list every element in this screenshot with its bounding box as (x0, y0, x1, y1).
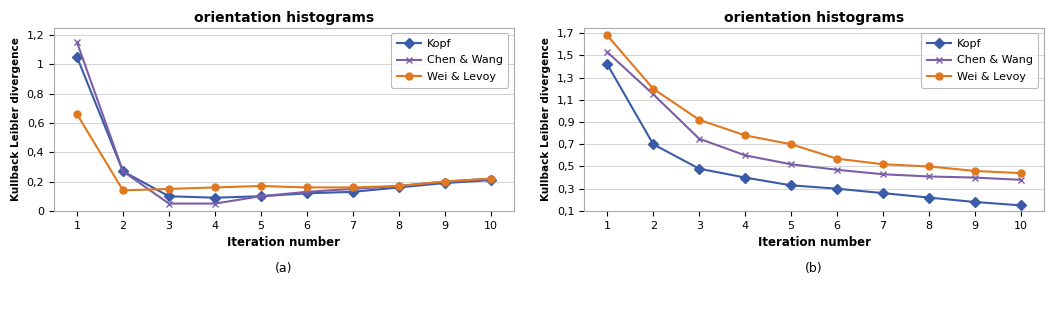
Title: orientation histograms: orientation histograms (194, 11, 373, 25)
Wei & Levoy (1015, 171, 1028, 175)
Y-axis label: Kullback Leibler divergence: Kullback Leibler divergence (12, 37, 21, 201)
Chen & Wang (254, 194, 267, 198)
Chen & Wang (923, 174, 936, 178)
Kopf (346, 190, 359, 194)
Line: Wei & Levoy: Wei & Levoy (603, 32, 1024, 177)
Wei & Levoy (877, 162, 889, 166)
Chen & Wang (1015, 178, 1028, 182)
Chen & Wang (209, 202, 222, 205)
Kopf (484, 178, 497, 182)
Line: Chen & Wang: Chen & Wang (603, 49, 1024, 183)
Wei & Levoy (738, 133, 751, 137)
Line: Kopf: Kopf (603, 61, 1024, 209)
Wei & Levoy (647, 87, 659, 91)
Chen & Wang (438, 180, 450, 183)
Wei & Levoy (301, 186, 313, 189)
Chen & Wang (738, 154, 751, 157)
Chen & Wang (117, 169, 130, 173)
Wei & Levoy (830, 157, 843, 161)
Kopf (785, 183, 798, 187)
Kopf (601, 62, 614, 66)
Kopf (968, 200, 981, 204)
Wei & Levoy (785, 142, 798, 146)
Wei & Levoy (438, 180, 450, 183)
Text: (b): (b) (805, 262, 823, 275)
Wei & Levoy (693, 118, 706, 122)
Kopf (438, 181, 450, 185)
Wei & Levoy (601, 34, 614, 37)
Kopf (693, 167, 706, 171)
Kopf (254, 194, 267, 198)
Wei & Levoy (209, 186, 222, 189)
Chen & Wang (392, 184, 405, 188)
Chen & Wang (484, 177, 497, 180)
Chen & Wang (162, 202, 175, 205)
Chen & Wang (301, 190, 313, 194)
Chen & Wang (693, 137, 706, 140)
Kopf (877, 191, 889, 195)
Wei & Levoy (484, 177, 497, 180)
Y-axis label: Kullback Leibler divergence: Kullback Leibler divergence (541, 37, 552, 201)
Kopf (1015, 204, 1028, 207)
Chen & Wang (968, 176, 981, 180)
Kopf (162, 194, 175, 198)
Text: (a): (a) (275, 262, 292, 275)
Kopf (71, 55, 83, 59)
Chen & Wang (71, 40, 83, 44)
Wei & Levoy (392, 184, 405, 188)
Kopf (738, 176, 751, 180)
Chen & Wang (346, 187, 359, 191)
Kopf (830, 187, 843, 191)
Kopf (301, 191, 313, 195)
X-axis label: Iteration number: Iteration number (757, 236, 870, 249)
Chen & Wang (877, 172, 889, 176)
Line: Chen & Wang: Chen & Wang (74, 39, 494, 207)
Kopf (923, 196, 936, 199)
Kopf (647, 142, 659, 146)
Wei & Levoy (923, 164, 936, 168)
Kopf (117, 169, 130, 173)
Chen & Wang (601, 50, 614, 54)
Wei & Levoy (162, 187, 175, 191)
Chen & Wang (830, 168, 843, 172)
Title: orientation histograms: orientation histograms (724, 11, 904, 25)
Legend: Kopf, Chen & Wang, Wei & Levoy: Kopf, Chen & Wang, Wei & Levoy (921, 33, 1038, 88)
Kopf (392, 186, 405, 189)
Chen & Wang (647, 92, 659, 96)
Line: Kopf: Kopf (74, 53, 494, 201)
Line: Wei & Levoy: Wei & Levoy (74, 111, 494, 194)
Wei & Levoy (968, 169, 981, 173)
X-axis label: Iteration number: Iteration number (227, 236, 341, 249)
Wei & Levoy (346, 186, 359, 189)
Chen & Wang (785, 162, 798, 166)
Wei & Levoy (254, 184, 267, 188)
Wei & Levoy (117, 188, 130, 192)
Wei & Levoy (71, 112, 83, 116)
Kopf (209, 196, 222, 200)
Legend: Kopf, Chen & Wang, Wei & Levoy: Kopf, Chen & Wang, Wei & Levoy (391, 33, 509, 88)
